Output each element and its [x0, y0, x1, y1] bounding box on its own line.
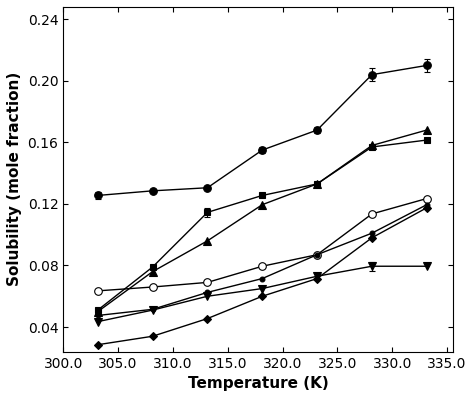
Y-axis label: Solubility (mole fraction): Solubility (mole fraction) — [7, 72, 22, 287]
X-axis label: Temperature (K): Temperature (K) — [188, 376, 328, 391]
